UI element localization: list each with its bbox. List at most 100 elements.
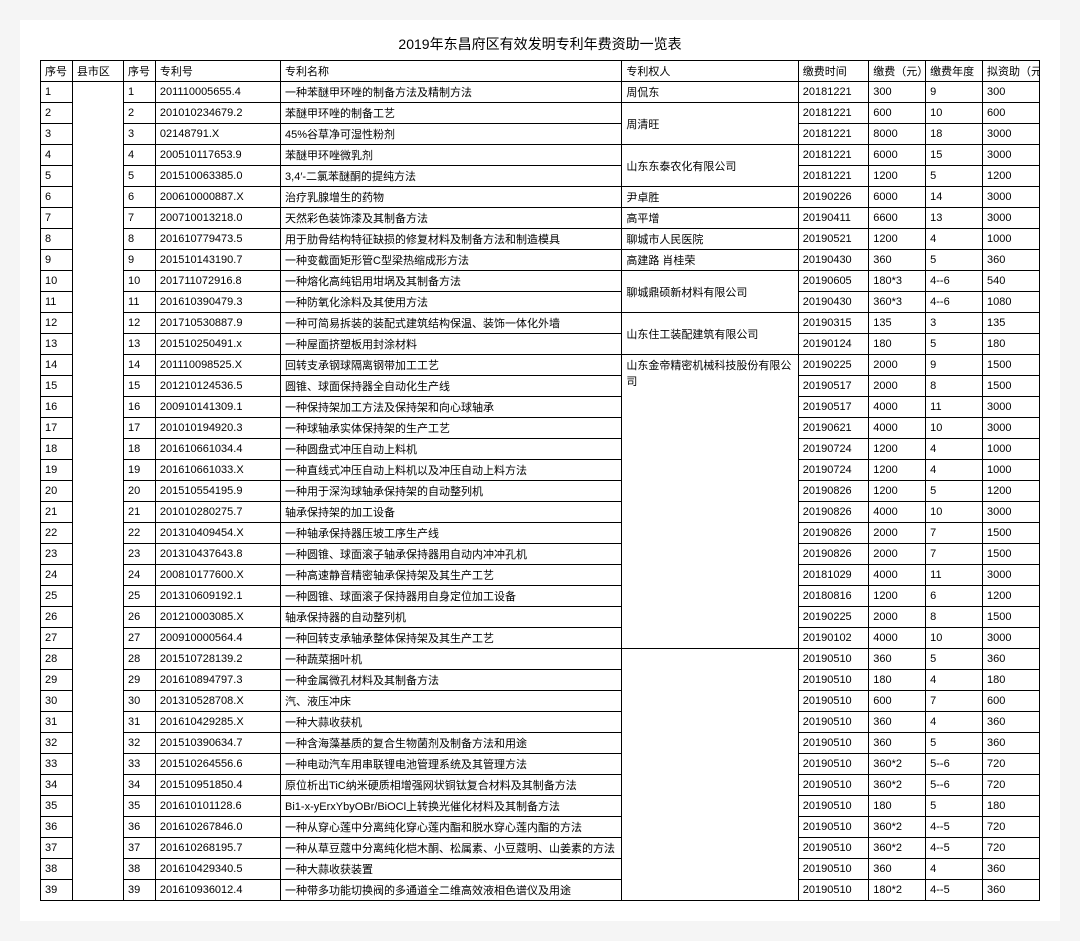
cell-date: 20190517 [798, 376, 869, 397]
cell-patno: 200810177600.X [155, 565, 280, 586]
cell-fund: 360 [983, 880, 1040, 901]
cell-fee: 1200 [869, 481, 926, 502]
cell-owner: 高平增 [622, 208, 798, 229]
cell-fund: 360 [983, 733, 1040, 754]
cell-name: 轴承保持架的加工设备 [281, 502, 622, 523]
table-row: 1111201610390479.3一种防氧化涂料及其使用方法201904303… [41, 292, 1040, 313]
cell-seq2: 14 [124, 355, 156, 376]
cell-seq2: 17 [124, 418, 156, 439]
cell-seq2: 26 [124, 607, 156, 628]
cell-seq: 11 [41, 292, 73, 313]
cell-fee: 8000 [869, 124, 926, 145]
cell-fee: 1200 [869, 439, 926, 460]
table-row: 2222201310409454.X一种轴承保持器压坡工序生产线20190826… [41, 523, 1040, 544]
cell-fund: 1000 [983, 460, 1040, 481]
cell-patno: 200710013218.0 [155, 208, 280, 229]
cell-seq2: 9 [124, 250, 156, 271]
cell-fee: 1200 [869, 460, 926, 481]
cell-year: 10 [926, 418, 983, 439]
cell-date: 20190826 [798, 502, 869, 523]
header-row: 序号 县市区 序号 专利号 专利名称 专利权人 缴费时间 缴费（元） 缴费年度 … [41, 61, 1040, 82]
table-row: 22201010234679.2苯醚甲环唑的制备工艺周清旺20181221600… [41, 103, 1040, 124]
cell-owner: 高建路 肖桂荣 [622, 250, 798, 271]
cell-patno: 201510143190.7 [155, 250, 280, 271]
th-patno: 专利号 [155, 61, 280, 82]
cell-date: 20190605 [798, 271, 869, 292]
cell-name: Bi1-x-yErxYbyOBr/BiOCl上转换光催化材料及其制备方法 [281, 796, 622, 817]
cell-date: 20190510 [798, 859, 869, 880]
cell-name: 45%谷草净可湿性粉剂 [281, 124, 622, 145]
cell-name: 一种苯醚甲环唑的制备方法及精制方法 [281, 82, 622, 103]
cell-year: 11 [926, 565, 983, 586]
cell-fee: 360 [869, 733, 926, 754]
cell-year: 7 [926, 691, 983, 712]
cell-fee: 2000 [869, 544, 926, 565]
cell-seq2: 22 [124, 523, 156, 544]
cell-date: 20181221 [798, 103, 869, 124]
cell-year: 10 [926, 502, 983, 523]
cell-seq2: 20 [124, 481, 156, 502]
table-row: 77200710013218.0天然彩色装饰漆及其制备方法高平增20190411… [41, 208, 1040, 229]
cell-patno: 201610661034.4 [155, 439, 280, 460]
cell-seq2: 36 [124, 817, 156, 838]
cell-year: 14 [926, 187, 983, 208]
cell-seq2: 15 [124, 376, 156, 397]
table-row: 1212201710530887.9一种可简易拆装的装配式建筑结构保温、装饰一体… [41, 313, 1040, 334]
cell-name: 轴承保持器的自动整列机 [281, 607, 622, 628]
cell-fee: 180 [869, 334, 926, 355]
cell-name: 一种金属微孔材料及其制备方法 [281, 670, 622, 691]
cell-year: 4 [926, 712, 983, 733]
cell-seq: 22 [41, 523, 73, 544]
cell-owner [622, 649, 798, 901]
cell-year: 7 [926, 523, 983, 544]
cell-fee: 600 [869, 691, 926, 712]
cell-patno: 201210003085.X [155, 607, 280, 628]
cell-year: 5 [926, 733, 983, 754]
cell-name: 苯醚甲环唑的制备工艺 [281, 103, 622, 124]
cell-fund: 3000 [983, 397, 1040, 418]
cell-fund: 720 [983, 775, 1040, 796]
cell-seq: 18 [41, 439, 73, 460]
cell-fund: 180 [983, 670, 1040, 691]
cell-patno: 201510063385.0 [155, 166, 280, 187]
cell-seq2: 7 [124, 208, 156, 229]
cell-fee: 360*2 [869, 838, 926, 859]
cell-seq: 30 [41, 691, 73, 712]
table-row: 1414201110098525.X回转支承钢球隔离钢带加工工艺山东金帝精密机械… [41, 355, 1040, 376]
cell-name: 苯醚甲环唑微乳剂 [281, 145, 622, 166]
cell-fund: 360 [983, 649, 1040, 670]
cell-fee: 6000 [869, 145, 926, 166]
cell-seq2: 19 [124, 460, 156, 481]
table-row: 1616200910141309.1一种保持架加工方法及保持架和向心球轴承201… [41, 397, 1040, 418]
cell-seq: 10 [41, 271, 73, 292]
cell-name: 3,4′-二氯苯醚酮的提纯方法 [281, 166, 622, 187]
cell-seq: 21 [41, 502, 73, 523]
table-row: 2727200910000564.4一种回转支承轴承整体保持架及其生产工艺201… [41, 628, 1040, 649]
cell-fund: 600 [983, 103, 1040, 124]
cell-county [72, 82, 123, 901]
cell-seq2: 28 [124, 649, 156, 670]
cell-seq2: 23 [124, 544, 156, 565]
table-row: 2525201310609192.1一种圆锥、球面滚子保持器用自身定位加工设备2… [41, 586, 1040, 607]
cell-year: 5 [926, 649, 983, 670]
cell-fee: 360 [869, 649, 926, 670]
cell-fund: 1000 [983, 229, 1040, 250]
cell-fund: 1500 [983, 355, 1040, 376]
table-row: 2121201010280275.7轴承保持架的加工设备201908264000… [41, 502, 1040, 523]
cell-name: 用于肋骨结构特征缺损的修复材料及制备方法和制造模具 [281, 229, 622, 250]
cell-date: 20181221 [798, 124, 869, 145]
cell-fund: 720 [983, 754, 1040, 775]
cell-name: 一种大蒜收获装置 [281, 859, 622, 880]
cell-seq: 24 [41, 565, 73, 586]
cell-owner: 周清旺 [622, 103, 798, 145]
cell-patno: 02148791.X [155, 124, 280, 145]
cell-fee: 4000 [869, 397, 926, 418]
cell-patno: 200910000564.4 [155, 628, 280, 649]
cell-patno: 201010234679.2 [155, 103, 280, 124]
cell-date: 20181221 [798, 145, 869, 166]
cell-name: 一种从草豆蔻中分离纯化桤木酮、松属素、小豆蔻明、山姜素的方法 [281, 838, 622, 859]
cell-seq: 7 [41, 208, 73, 229]
cell-name: 一种直线式冲压自动上料机以及冲压自动上料方法 [281, 460, 622, 481]
table-row: 55201510063385.03,4′-二氯苯醚酮的提纯方法201812211… [41, 166, 1040, 187]
cell-date: 20190225 [798, 355, 869, 376]
